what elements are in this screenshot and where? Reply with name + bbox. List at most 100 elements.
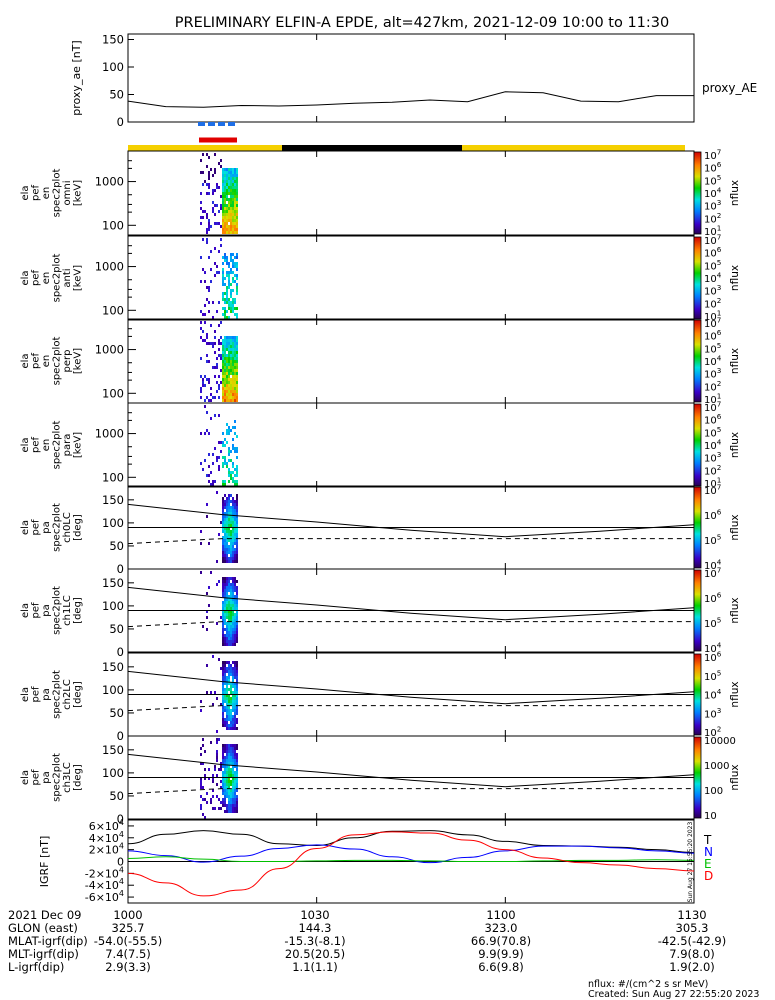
spec-2-pixel	[208, 378, 210, 381]
spec-2-pixel	[206, 396, 208, 399]
spec-2-pixel	[232, 348, 234, 351]
spec-2-pixel	[222, 366, 224, 369]
pa-3-pixel	[220, 765, 222, 768]
spec-1-pixel	[232, 301, 234, 304]
orbit-cell-1-0: 325.7	[112, 921, 145, 935]
pa-0-pixel	[236, 545, 238, 548]
pa-3-pixel	[216, 741, 218, 744]
spec-0-pixel	[228, 186, 230, 189]
pa-3-pixel	[218, 738, 220, 741]
pa-0-pixel	[224, 548, 226, 551]
pa-0-pixel	[234, 539, 236, 542]
spec-0-pixel	[236, 186, 238, 189]
spec-1-pixel	[230, 310, 232, 313]
spec-2-pixel	[224, 348, 226, 351]
pa-1-pixel	[226, 595, 228, 598]
pa-2-pixel	[224, 700, 226, 703]
orbit-row-label-0: 2021 Dec 09	[8, 908, 81, 922]
pa-3-ylabel-line-5: [deg]	[72, 764, 83, 791]
spec-2-pixel	[202, 381, 204, 384]
pa-1-pixel	[234, 631, 236, 634]
spec-3-pixel	[218, 468, 220, 471]
pa-0-pixel	[222, 506, 224, 509]
pa-1-pixel	[206, 628, 208, 631]
pa-0-pixel	[232, 542, 234, 545]
spec-1-pixel	[222, 292, 224, 295]
spec-0-pixel	[226, 222, 228, 225]
spec-3-colorbar-tick-5-mantissa: 10	[704, 416, 717, 427]
spec-2-pixel	[222, 345, 224, 348]
spec-3-colorbar-tick-6: 107	[704, 400, 721, 415]
pa-3-pixel	[224, 786, 226, 789]
spec-0-pixel	[224, 186, 226, 189]
pa-3-pixel	[226, 747, 228, 750]
spec-1-pixel	[224, 277, 226, 280]
spec-3-pixel	[208, 465, 210, 468]
pa-3-pixel	[222, 765, 224, 768]
igrf-ytick-times-4: ×10	[96, 867, 119, 880]
pa-3-colorbar-label: nflux	[729, 764, 741, 790]
pa-1-pixel	[224, 580, 226, 583]
spec-1-pixel	[206, 286, 208, 289]
pa-0-pixel	[232, 518, 234, 521]
pa-0-pixel	[228, 500, 230, 503]
spec-2-pixel	[236, 339, 238, 342]
spec-0-pixel	[222, 204, 224, 207]
spec-0-pixel	[234, 228, 236, 231]
spec-1-pixel	[212, 316, 214, 319]
pa-1-pixel	[228, 577, 230, 580]
pa-2-pixel	[222, 688, 224, 691]
spec-0-pixel	[226, 204, 228, 207]
pa-1-pixel	[222, 607, 224, 610]
pa-0-pixel	[234, 557, 236, 560]
pa-2-pixel	[234, 661, 236, 664]
pa-1-pixel	[234, 586, 236, 589]
pa-1-pixel	[236, 598, 238, 601]
spec-1-ylabel-line-5: [keV]	[72, 265, 83, 291]
pa-3-pixel	[234, 747, 236, 750]
spec-1-pixel	[206, 238, 208, 241]
pa-1-pixel	[230, 595, 232, 598]
spec-2-colorbar-tick-1: 102	[704, 379, 721, 394]
pa-1-pixel	[236, 631, 238, 634]
spec-2-pixel	[202, 330, 204, 333]
pa-3-pixel	[216, 759, 218, 762]
spec-3-pixel	[210, 417, 212, 420]
pa-3-pixel	[232, 762, 234, 765]
pa-1-pixel	[232, 622, 234, 625]
pa-1-pixel	[222, 625, 224, 628]
pa-1-pixel	[228, 595, 230, 598]
spec-2-colorbar-tick-4: 105	[704, 341, 721, 356]
pa-0-pixel	[226, 506, 228, 509]
pa-0-pixel	[226, 524, 228, 527]
pa-3-colorbar-tick-0: 10	[704, 811, 717, 822]
pa-0-colorbar-tick-2-exponent: 6	[717, 508, 722, 517]
spec-3-pixel	[228, 426, 230, 429]
spec-0-colorbar-tick-0-mantissa: 10	[704, 227, 717, 238]
spec-1-pixel	[234, 265, 236, 268]
pa-3-pixel	[206, 801, 208, 804]
pa-3-pixel	[204, 798, 206, 801]
spec-0-pixel	[236, 195, 238, 198]
spec-2-pixel	[230, 396, 232, 399]
spec-2-pixel	[230, 390, 232, 393]
pa-3-pixel	[232, 774, 234, 777]
igrf-ytick-exponent-6: 4	[119, 889, 124, 898]
pa-2-pixel	[226, 691, 228, 694]
spec-2-pixel	[232, 384, 234, 387]
spec-0-pixel	[226, 168, 228, 171]
spec-2-pixel	[228, 387, 230, 390]
spec-2-colorbar-tick-6-exponent: 7	[717, 316, 722, 325]
spec-0-pixel	[226, 231, 228, 234]
spec-0-pixel	[200, 207, 202, 210]
pa-1-pixel	[206, 616, 208, 619]
pa-1-pixel	[224, 622, 226, 625]
spec-2-pixel	[230, 369, 232, 372]
pa-3-pixel	[224, 771, 226, 774]
spec-2-pixel	[236, 381, 238, 384]
pa-3-pixel	[226, 795, 228, 798]
spec-0-pixel	[216, 186, 218, 189]
pa-1-pixel	[224, 577, 226, 580]
pa-3-ylabel-line-1: pef	[30, 769, 41, 786]
